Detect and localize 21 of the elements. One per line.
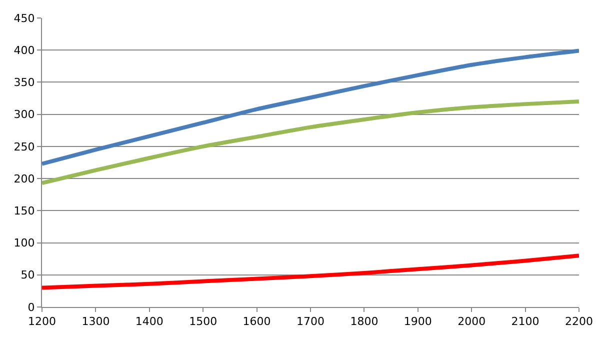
x-tick-label: 2000 <box>458 315 486 328</box>
x-tick-label: 2200 <box>565 315 593 328</box>
x-tick-label: 1700 <box>296 315 324 328</box>
x-tick-label: 1800 <box>350 315 378 328</box>
x-tick-label: 1500 <box>189 315 218 328</box>
y-tick-label: 450 <box>14 12 35 25</box>
y-tick-label: 350 <box>14 76 35 90</box>
y-tick-label: 300 <box>14 108 35 122</box>
y-tick-label: 50 <box>20 268 35 282</box>
y-tick-label: 250 <box>14 140 35 154</box>
x-tick-label: 1200 <box>28 315 56 328</box>
x-tick-label: 2100 <box>511 315 540 328</box>
y-tick-label: 200 <box>14 172 35 186</box>
x-tick-label: 1600 <box>242 315 271 328</box>
x-tick-label: 1300 <box>82 315 110 328</box>
y-tick-label: 100 <box>14 236 35 250</box>
y-tick-label: 400 <box>14 44 35 57</box>
x-tick-label: 1900 <box>404 315 432 328</box>
y-tick-label: 150 <box>14 204 35 218</box>
y-tick-label: 0 <box>28 300 35 314</box>
x-tick-label: 1400 <box>135 315 164 328</box>
